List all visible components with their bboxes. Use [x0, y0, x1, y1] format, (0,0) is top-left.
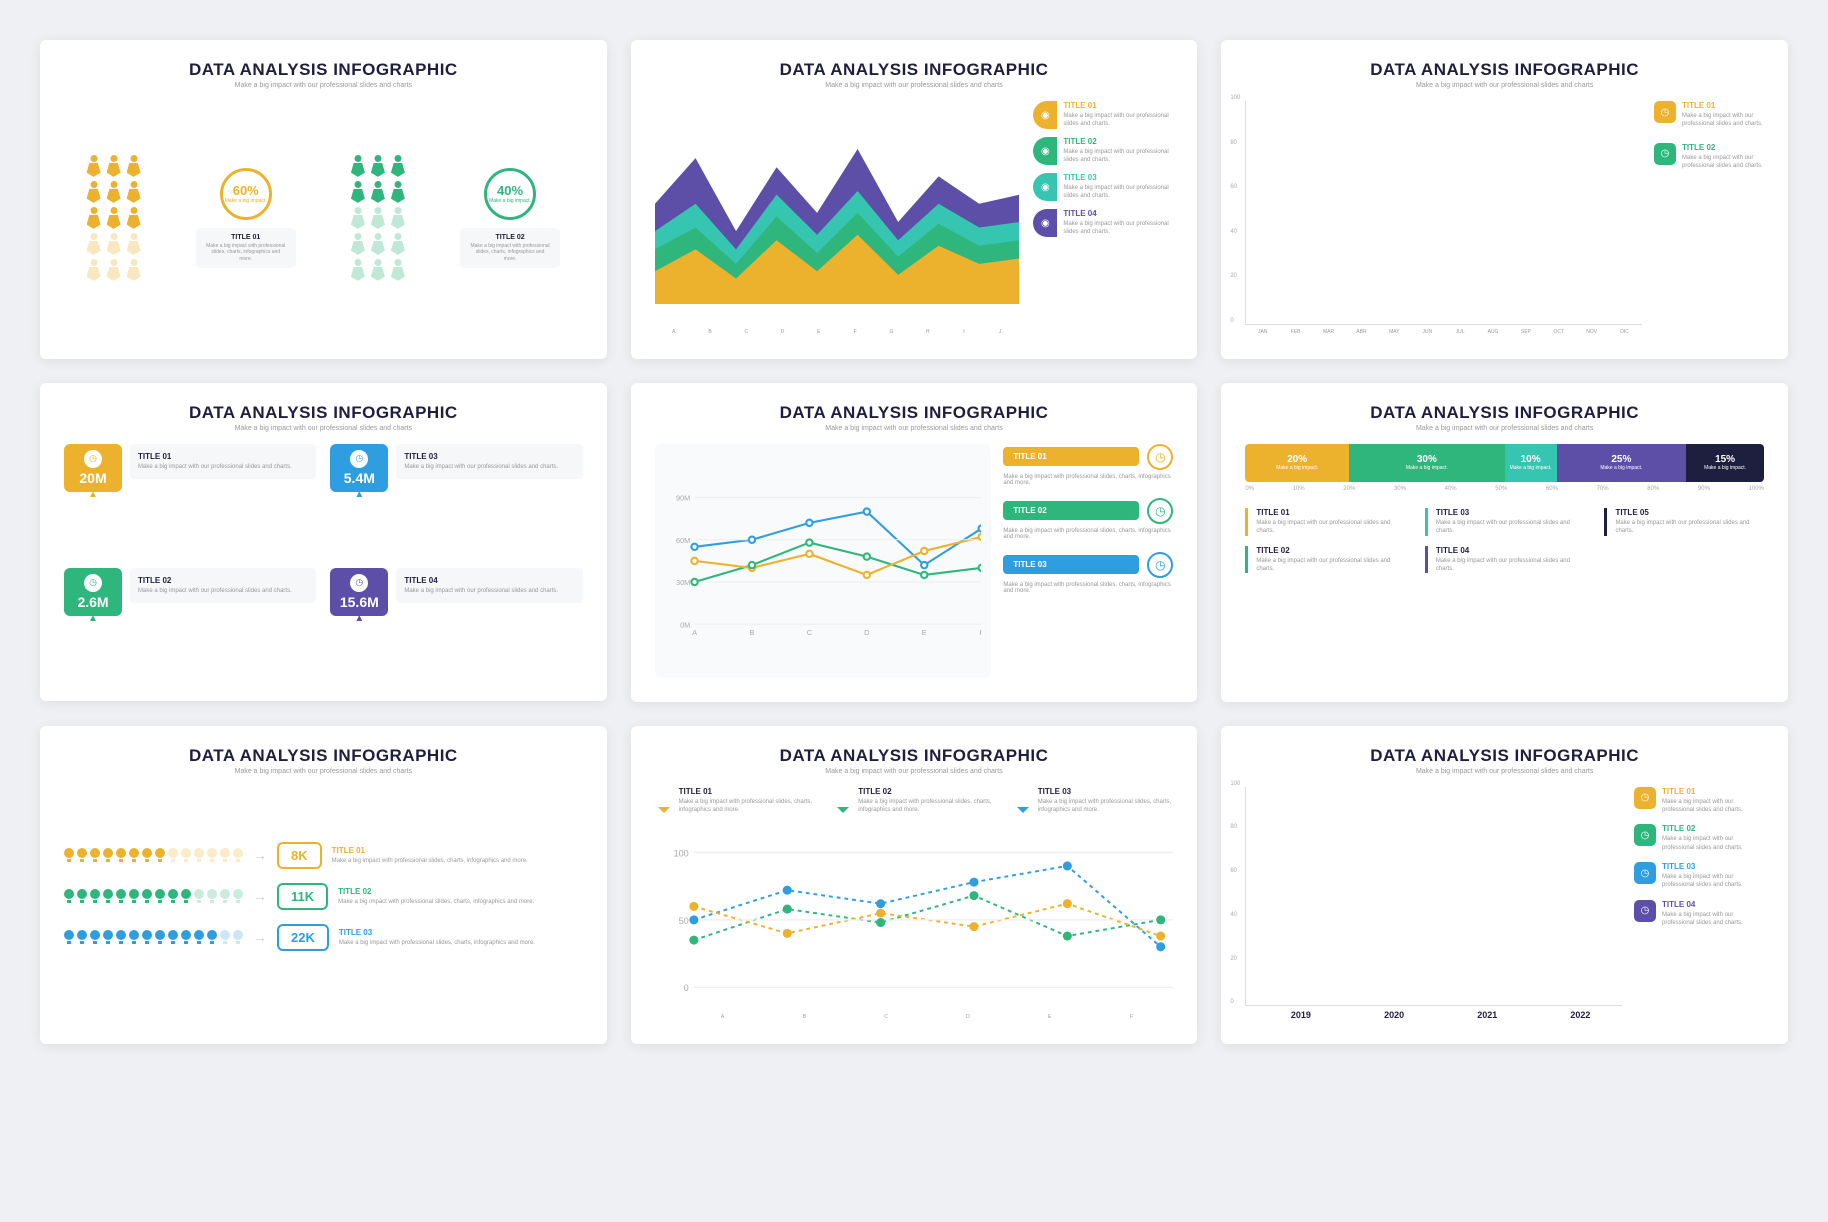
segment: 20%Make a big impact. — [1245, 444, 1349, 482]
svg-text:30M: 30M — [676, 578, 690, 587]
svg-text:A: A — [692, 628, 697, 637]
pin-item: ◷TITLE 02Make a big impact with professi… — [834, 787, 994, 819]
title-01: TITLE 01 — [206, 234, 286, 241]
people-grid-right — [351, 155, 405, 281]
scale: 0%10%20%30%40%50%60%70%80%90%100% — [1245, 486, 1764, 492]
bulb-rows: →8KTITLE 01Make a big impact with profes… — [64, 787, 583, 1021]
slide-2: DATA ANALYSIS INFOGRAPHICMake a big impa… — [631, 40, 1198, 359]
legend-item: TITLE 02◷ — [1003, 498, 1173, 524]
slide-9: DATA ANALYSIS INFOGRAPHICMake a big impa… — [1221, 726, 1788, 1045]
legend: ◉TITLE 01Make a big impact with our prof… — [1033, 101, 1173, 335]
legend: TITLE 01◷Make a big impact with professi… — [1003, 444, 1173, 678]
svg-text:B: B — [749, 628, 754, 637]
legend-item: ◷TITLE 02Make a big impact with our prof… — [1654, 143, 1764, 171]
item: TITLE 05Make a big impact with our profe… — [1604, 508, 1764, 536]
svg-text:D: D — [864, 628, 869, 637]
bulb-row: →11KTITLE 02Make a big impact with profe… — [64, 883, 583, 910]
legend-item: ◷TITLE 04Make a big impact with our prof… — [1634, 900, 1764, 928]
svg-text:50: 50 — [678, 915, 688, 925]
stat-card: ◷20MTITLE 01Make a big impact with our p… — [64, 444, 316, 554]
svg-text:0M: 0M — [680, 620, 690, 629]
segment: 25%Make a big impact. — [1557, 444, 1687, 482]
pin-legend: ◷TITLE 01Make a big impact with professi… — [655, 787, 1174, 819]
item: TITLE 03Make a big impact with our profe… — [1425, 508, 1585, 536]
stat-card: ◷15.6MTITLE 04Make a big impact with our… — [330, 568, 582, 678]
slide-grid: DATA ANALYSIS INFOGRAPHIC Make a big impa… — [40, 40, 1788, 1044]
slide-8: DATA ANALYSIS INFOGRAPHICMake a big impa… — [631, 726, 1198, 1045]
svg-text:F: F — [979, 628, 981, 637]
svg-text:90M: 90M — [676, 493, 690, 502]
title: DATA ANALYSIS INFOGRAPHIC — [64, 60, 583, 80]
segment: 30%Make a big impact. — [1349, 444, 1505, 482]
legend-item: ◷TITLE 01Make a big impact with our prof… — [1654, 101, 1764, 129]
slide-3: DATA ANALYSIS INFOGRAPHICMake a big impa… — [1221, 40, 1788, 359]
month-labels: JANFEBMARABRMAYJUNJULAUGSEPOCTNOVDIC — [1245, 325, 1642, 335]
slide-6: DATA ANALYSIS INFOGRAPHICMake a big impa… — [1221, 383, 1788, 702]
svg-text:100: 100 — [673, 848, 688, 858]
legend-item: ◉TITLE 03Make a big impact with our prof… — [1033, 173, 1173, 201]
svg-text:0: 0 — [683, 983, 688, 993]
title-02: TITLE 02 — [470, 234, 550, 241]
item: TITLE 01Make a big impact with our profe… — [1245, 508, 1405, 536]
segment-items: TITLE 01Make a big impact with our profe… — [1245, 508, 1764, 574]
area-chart — [655, 101, 1020, 325]
segment-bar: 20%Make a big impact.30%Make a big impac… — [1245, 444, 1764, 482]
bulb-row: →8KTITLE 01Make a big impact with profes… — [64, 842, 583, 869]
segment: 15%Make a big impact. — [1686, 444, 1764, 482]
bulb-row: →22KTITLE 03Make a big impact with profe… — [64, 924, 583, 951]
stat-card: ◷5.4MTITLE 03Make a big impact with our … — [330, 444, 582, 554]
stat-card: ◷2.6MTITLE 02Make a big impact with our … — [64, 568, 316, 678]
percent-badge-1: 60%Make a big impact. — [220, 168, 272, 220]
segment: 10%Make a big impact. — [1505, 444, 1557, 482]
pin-item: ◷TITLE 03Make a big impact with professi… — [1014, 787, 1174, 819]
svg-text:C: C — [806, 628, 812, 637]
pin-item: ◷TITLE 01Make a big impact with professi… — [655, 787, 815, 819]
people-grid-left — [87, 155, 141, 281]
legend-item: TITLE 03◷ — [1003, 552, 1173, 578]
scatter-chart: 0 50 100 — [655, 829, 1174, 1011]
svg-text:E: E — [921, 628, 926, 637]
stacked-bar-chart: 020406080100 — [1245, 101, 1642, 325]
x-axis-labels: ABCDEFGHIJ — [655, 325, 1020, 335]
legend-item: ◉TITLE 04Make a big impact with our prof… — [1033, 209, 1173, 237]
slide-7: DATA ANALYSIS INFOGRAPHICMake a big impa… — [40, 726, 607, 1045]
stat-grid: ◷20MTITLE 01Make a big impact with our p… — [64, 444, 583, 678]
legend-item: ◷TITLE 02Make a big impact with our prof… — [1634, 824, 1764, 852]
grouped-bar-chart: 020406080100 — [1245, 787, 1622, 1007]
percent-badge-2: 40%Make a big impact. — [484, 168, 536, 220]
legend-item: ◉TITLE 02Make a big impact with our prof… — [1033, 137, 1173, 165]
svg-text:60M: 60M — [676, 536, 690, 545]
slide-5: DATA ANALYSIS INFOGRAPHICMake a big impa… — [631, 383, 1198, 702]
legend: ◷TITLE 01Make a big impact with our prof… — [1634, 787, 1764, 1021]
legend-item: ◉TITLE 01Make a big impact with our prof… — [1033, 101, 1173, 129]
slide-1: DATA ANALYSIS INFOGRAPHIC Make a big impa… — [40, 40, 607, 359]
subtitle: Make a big impact with our professional … — [64, 82, 583, 89]
legend-item: TITLE 01◷ — [1003, 444, 1173, 470]
legend-item: ◷TITLE 03Make a big impact with our prof… — [1634, 862, 1764, 890]
item: TITLE 04Make a big impact with our profe… — [1425, 546, 1585, 574]
slide-4: DATA ANALYSIS INFOGRAPHICMake a big impa… — [40, 383, 607, 702]
legend: ◷TITLE 01Make a big impact with our prof… — [1654, 101, 1764, 335]
item: TITLE 02Make a big impact with our profe… — [1245, 546, 1405, 574]
line-chart: 0M 30M 60M 90M A B C D E F — [655, 444, 992, 678]
legend-item: ◷TITLE 01Make a big impact with our prof… — [1634, 787, 1764, 815]
